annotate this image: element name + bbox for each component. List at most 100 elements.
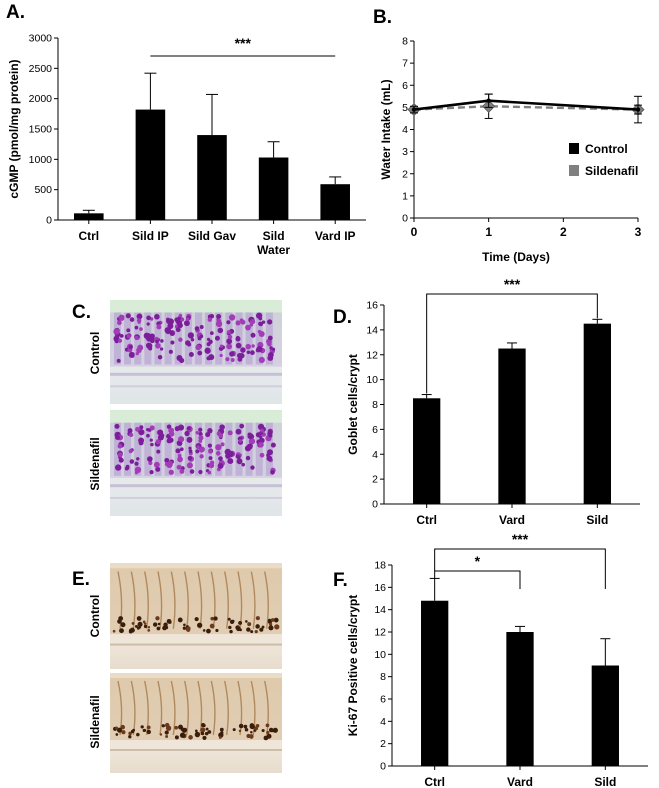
goblet-cell xyxy=(240,319,246,325)
goblet-cell xyxy=(160,339,164,343)
goblet-cell xyxy=(250,465,255,470)
ki67-nucleus xyxy=(265,723,270,728)
crypt-outline xyxy=(210,571,216,629)
goblet-cell xyxy=(270,469,275,475)
goblet-cell xyxy=(218,456,223,462)
crypt-outline xyxy=(157,680,163,736)
ki67-nucleus xyxy=(255,616,260,621)
goblet-cell xyxy=(235,454,240,459)
ki67-nucleus xyxy=(161,724,165,728)
goblet-cell xyxy=(249,318,256,325)
goblet-cell xyxy=(238,439,243,443)
goblet-cell xyxy=(229,351,235,357)
image-label-e-control: Control xyxy=(88,595,102,638)
goblet-cell xyxy=(219,424,225,430)
ki67-nucleus xyxy=(165,735,169,738)
ki67-nucleus xyxy=(215,628,219,633)
legend-swatch-control xyxy=(569,143,579,154)
goblet-cell xyxy=(179,357,185,364)
goblet-cell xyxy=(157,355,163,360)
goblet-cell xyxy=(236,458,243,465)
goblet-cell xyxy=(198,431,203,437)
ki67-nucleus xyxy=(259,627,264,632)
significance-label: *** xyxy=(235,35,252,51)
significance-label: * xyxy=(475,553,481,569)
ki67-nucleus xyxy=(128,731,132,736)
goblet-cell xyxy=(177,322,183,329)
ki67-nucleus xyxy=(268,727,274,733)
goblet-cell xyxy=(178,337,183,342)
y-tick-label: 0 xyxy=(46,215,52,227)
bar xyxy=(421,600,449,766)
y-tick-label: 6 xyxy=(372,424,378,436)
goblet-cell xyxy=(113,328,120,335)
goblet-cell xyxy=(235,320,241,326)
goblet-cell xyxy=(116,320,122,326)
goblet-cell xyxy=(235,428,242,435)
goblet-cell xyxy=(174,317,180,323)
x-tick-label: Vard IP xyxy=(315,229,356,243)
goblet-cell xyxy=(148,461,153,466)
crypt xyxy=(195,422,202,476)
goblet-cell xyxy=(186,462,193,469)
goblet-cell xyxy=(258,321,264,327)
goblet-cell xyxy=(219,344,224,348)
goblet-cell xyxy=(271,347,276,351)
goblet-cell xyxy=(227,450,234,458)
crypt xyxy=(184,422,192,476)
goblet-cell xyxy=(174,426,180,432)
crypt-outline xyxy=(223,680,229,736)
goblet-cell xyxy=(206,337,211,341)
x-tick-label: Water xyxy=(257,243,290,257)
ki67-nucleus xyxy=(263,735,269,741)
goblet-cell xyxy=(168,431,175,437)
goblet-cell xyxy=(205,432,211,438)
data-point xyxy=(486,98,491,103)
goblet-cell xyxy=(240,347,246,353)
ki67-nucleus xyxy=(200,727,206,733)
ki67-nucleus xyxy=(200,731,205,736)
goblet-cell xyxy=(155,339,159,344)
goblet-cell xyxy=(249,323,254,327)
goblet-cell xyxy=(185,340,191,346)
goblet-cell xyxy=(267,341,272,347)
goblet-cell xyxy=(260,428,264,433)
ki67-nucleus xyxy=(238,729,242,733)
panel-letter-e: E. xyxy=(72,569,90,590)
ki67-nucleus xyxy=(121,730,126,735)
ki67-nucleus xyxy=(254,629,258,634)
goblet-cell xyxy=(134,325,139,330)
y-tick-label: 4 xyxy=(372,449,378,461)
goblet-cell xyxy=(258,331,265,338)
ki67-nucleus xyxy=(249,723,255,730)
goblet-cell xyxy=(128,449,133,454)
crypt xyxy=(124,422,132,476)
ki67-nucleus xyxy=(229,629,233,634)
ki67-nucleus xyxy=(143,622,147,625)
ki67-nucleus xyxy=(243,724,248,729)
bar xyxy=(258,157,289,220)
ki67-nucleus xyxy=(238,620,243,625)
y-tick-label: 2 xyxy=(402,168,408,180)
goblet-cell xyxy=(164,457,170,463)
goblet-cell xyxy=(115,464,122,471)
ki67-nucleus xyxy=(268,625,274,631)
crypt-outline xyxy=(263,571,269,629)
ki67-nucleus xyxy=(229,619,235,625)
bar xyxy=(506,632,534,766)
ki67-nucleus xyxy=(155,616,160,621)
y-tick-label: 2 xyxy=(372,474,378,486)
mucosa xyxy=(110,568,282,635)
y-tick-label: 3000 xyxy=(29,33,53,45)
x-tick-label: Sild xyxy=(263,229,285,243)
bar xyxy=(583,323,611,504)
x-tick-label: Vard xyxy=(507,775,533,788)
goblet-cell xyxy=(186,426,191,431)
crypt-outline xyxy=(143,571,149,629)
goblet-cell xyxy=(154,313,160,320)
goblet-cell xyxy=(197,350,203,356)
goblet-cell xyxy=(196,445,200,449)
ki67-nucleus xyxy=(207,730,212,734)
y-tick-label: 1500 xyxy=(29,124,53,136)
